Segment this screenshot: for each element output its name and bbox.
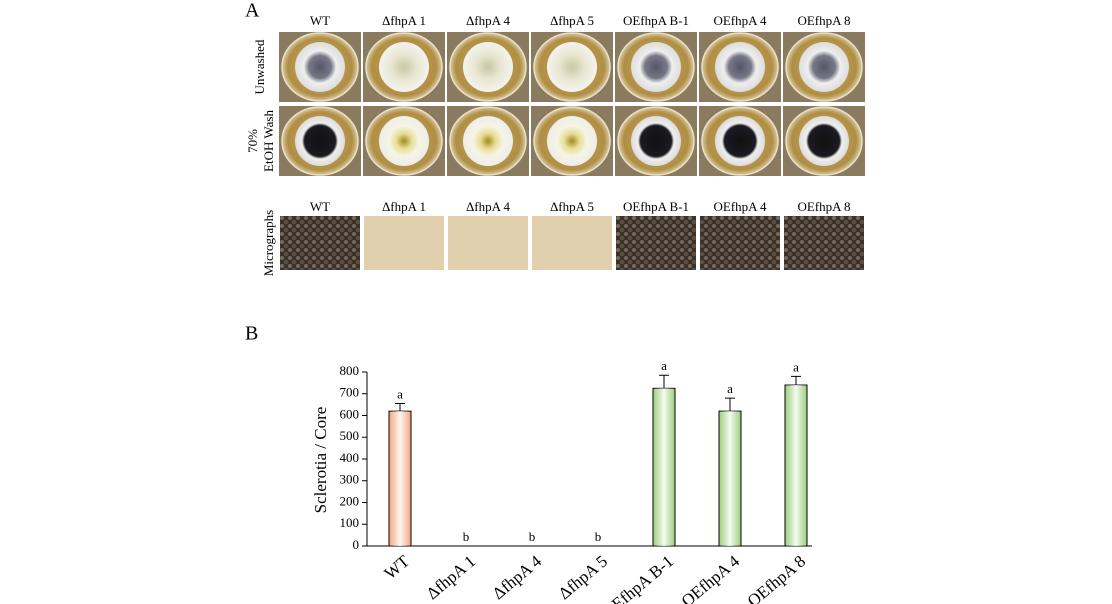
column-label: ΔfhpA 5 — [550, 199, 594, 214]
micrograph — [448, 216, 528, 270]
x-tick-label: OEfhpA 4 — [678, 551, 744, 604]
x-tick-label: OEfhpA 8 — [744, 552, 809, 604]
column-label: OEfhpA 4 — [713, 199, 767, 214]
colony — [799, 116, 849, 166]
bar-shade — [389, 411, 411, 546]
y-tick-label: 700 — [340, 385, 360, 400]
column-label: ΔfhpA 1 — [382, 13, 426, 28]
row-label: 70% — [245, 129, 260, 153]
column-label: OEfhpA B-1 — [623, 13, 689, 28]
x-tick-label: ΔfhpA 5 — [555, 552, 611, 604]
colony — [631, 42, 681, 92]
colony — [547, 42, 597, 92]
column-label: OEfhpA B-1 — [623, 199, 689, 214]
colony — [379, 42, 429, 92]
y-tick-label: 800 — [340, 363, 360, 378]
y-tick-label: 500 — [340, 428, 360, 443]
y-tick-label: 400 — [340, 450, 360, 465]
column-label: OEfhpA 8 — [797, 13, 850, 28]
column-label: ΔfhpA 5 — [550, 13, 594, 28]
row-label: Micrographs — [261, 210, 276, 276]
micrograph — [364, 216, 444, 270]
significance-label: b — [595, 529, 602, 544]
x-tick-label: ΔfhpA 1 — [423, 552, 479, 604]
column-label: WT — [310, 13, 330, 28]
colony — [379, 116, 429, 166]
column-label: ΔfhpA 4 — [466, 199, 511, 214]
x-tick-label: OEfhpA B-1 — [599, 552, 677, 604]
column-label: ΔfhpA 1 — [382, 199, 426, 214]
significance-label: a — [397, 387, 403, 402]
column-label: WT — [310, 199, 330, 214]
y-tick-label: 0 — [353, 537, 360, 552]
column-label: OEfhpA 8 — [797, 199, 850, 214]
y-axis-label: Sclerotia / Core — [311, 407, 330, 514]
error-bar — [791, 375, 801, 386]
y-tick-label: 600 — [340, 406, 360, 421]
panel-label: A — [245, 0, 260, 22]
colony — [715, 42, 765, 92]
micrograph — [532, 216, 612, 270]
column-label: ΔfhpA 4 — [466, 13, 511, 28]
micrograph — [784, 216, 864, 270]
error-bar — [395, 403, 405, 412]
colony — [547, 116, 597, 166]
y-tick-label: 200 — [340, 493, 360, 508]
colony — [631, 116, 681, 166]
colony — [295, 116, 345, 166]
row-label: EtOH Wash — [261, 110, 276, 172]
y-tick-label: 300 — [340, 472, 360, 487]
y-tick-label: 100 — [340, 515, 360, 530]
micrograph — [700, 216, 780, 270]
colony — [295, 42, 345, 92]
bar-shade — [785, 385, 807, 546]
significance-label: a — [793, 359, 799, 374]
significance-label: a — [727, 381, 733, 396]
colony — [715, 116, 765, 166]
colony — [463, 116, 513, 166]
micrograph — [616, 216, 696, 270]
x-tick-label: WT — [381, 551, 414, 583]
error-bar — [659, 374, 669, 389]
significance-label: a — [661, 358, 667, 373]
colony — [799, 42, 849, 92]
colony — [463, 42, 513, 92]
x-tick-label: ΔfhpA 4 — [489, 551, 546, 603]
significance-label: b — [463, 529, 470, 544]
bar-shade — [653, 388, 675, 546]
bar-shade — [719, 411, 741, 546]
column-label: OEfhpA 4 — [713, 13, 767, 28]
error-bar — [725, 397, 735, 412]
micrograph — [280, 216, 360, 270]
significance-label: b — [529, 529, 536, 544]
panel-label: B — [245, 323, 258, 345]
row-label: Unwashed — [252, 39, 267, 94]
